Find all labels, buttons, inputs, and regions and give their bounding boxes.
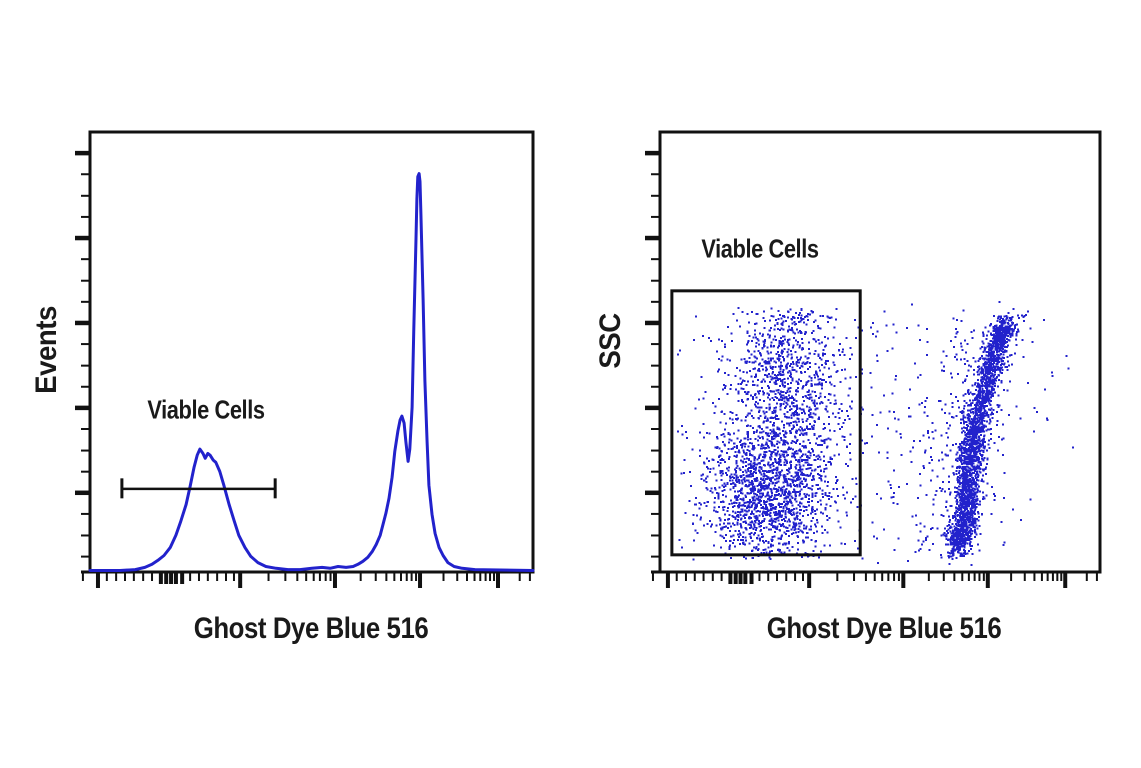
histogram-curve [88, 172, 535, 572]
right-y-axis-label: SSC [594, 313, 627, 369]
right-x-axis-label: Ghost Dye Blue 516 [766, 612, 1002, 645]
right-gate-label: Viable Cells [701, 233, 819, 264]
histogram-plot-axes [75, 130, 535, 588]
left-x-axis-label: Ghost Dye Blue 516 [193, 612, 429, 645]
scatter-plot-axes [645, 130, 1102, 588]
scatter-points [676, 300, 1074, 566]
left-gate-label: Viable Cells [147, 394, 265, 425]
viable-cells-interval-gate [120, 478, 277, 499]
left-y-axis-label: Events [30, 306, 63, 394]
viable-cells-rect-gate [670, 289, 862, 557]
